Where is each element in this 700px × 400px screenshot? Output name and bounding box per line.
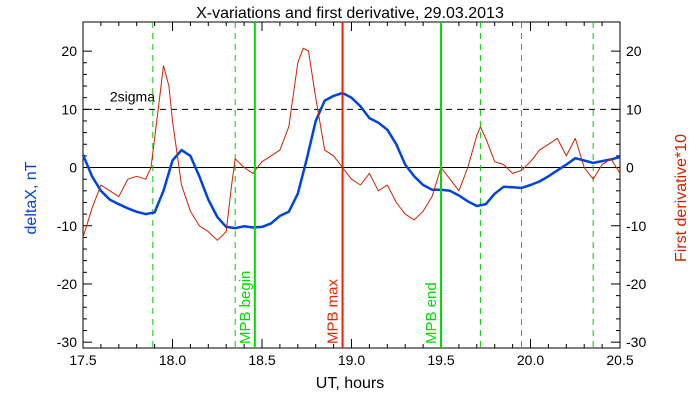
plot-border bbox=[82, 21, 621, 349]
plot-area: 17.5 18.0 18.5 19.0 19.5 20.0 20.5 -30 -30 -20 -20… bbox=[57, 21, 646, 368]
y-tick-label-left: 20 bbox=[61, 43, 77, 59]
y-tick-label-left: 0 bbox=[69, 160, 77, 176]
chart-title: X-variations and first derivative, 29.03… bbox=[196, 5, 504, 22]
x-tick-label: 19.5 bbox=[427, 352, 454, 368]
y-tick-label-right: 0 bbox=[626, 160, 634, 176]
series-line-derivative bbox=[82, 47, 621, 241]
y-tick-label-right: -30 bbox=[626, 334, 646, 350]
x-tick-label: 18.0 bbox=[159, 352, 186, 368]
y-tick-label-left: -30 bbox=[57, 334, 77, 350]
x-tick-label: 20.0 bbox=[517, 352, 544, 368]
y-axis-title-right: First derivative*10 bbox=[673, 134, 690, 262]
series-line-deltax bbox=[81, 91, 621, 230]
x-tick-label: 20.5 bbox=[606, 352, 633, 368]
y-tick-label-right: -10 bbox=[626, 218, 646, 234]
x-tick-label: 17.5 bbox=[69, 352, 96, 368]
x-tick-label: 19.0 bbox=[338, 352, 365, 368]
event-label: MPB max bbox=[325, 278, 342, 344]
x-tick-label: 18.5 bbox=[248, 352, 275, 368]
event-label: MPB begin bbox=[237, 271, 254, 344]
y-tick-label-left: 10 bbox=[61, 101, 77, 117]
y-tick-label-right: 10 bbox=[626, 101, 642, 117]
y-tick-label-left: -20 bbox=[57, 276, 77, 292]
axes-labels: UT, hours deltaX, nT First derivative*10 bbox=[23, 134, 690, 392]
threshold-label: 2sigma bbox=[110, 88, 155, 104]
y-tick-label-right: -20 bbox=[626, 276, 646, 292]
plot-content: 2sigma MPB begin MPB max MPB end bbox=[81, 22, 621, 348]
x-axis-title: UT, hours bbox=[316, 375, 384, 392]
y-axis-title-left: deltaX, nT bbox=[23, 161, 40, 234]
y-tick-label-right: 20 bbox=[626, 43, 642, 59]
event-label: MPB end bbox=[423, 282, 440, 344]
y-tick-label-left: -10 bbox=[57, 218, 77, 234]
